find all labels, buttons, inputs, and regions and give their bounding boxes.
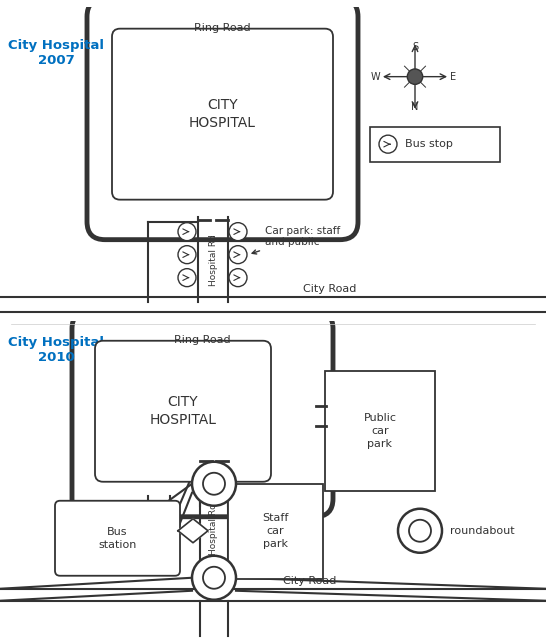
Text: S: S [412,42,418,51]
Text: Car park: staff
and public: Car park: staff and public [252,226,340,254]
FancyBboxPatch shape [55,501,180,576]
Circle shape [178,269,196,287]
Circle shape [178,246,196,263]
Text: W: W [370,72,380,81]
Text: N: N [411,102,419,112]
Bar [370,127,500,162]
Circle shape [379,135,397,153]
Text: City Road: City Road [283,576,337,586]
FancyBboxPatch shape [112,29,333,199]
Circle shape [229,246,247,263]
Text: CITY
HOSPITAL: CITY HOSPITAL [189,98,256,130]
Text: Hospital Rd: Hospital Rd [210,503,218,554]
Circle shape [409,520,431,542]
Text: Bus
station: Bus station [98,527,136,550]
Text: E: E [450,72,456,81]
Text: Public
car
park: Public car park [364,413,396,449]
Circle shape [229,222,247,240]
Circle shape [398,509,442,553]
Text: Ring Road: Ring Road [194,22,251,33]
Text: Staff
car
park: Staff car park [262,513,289,549]
Text: City Road: City Road [304,284,357,294]
Text: City Hospital
2010: City Hospital 2010 [8,336,104,363]
Text: CITY
HOSPITAL: CITY HOSPITAL [150,395,217,428]
Circle shape [203,473,225,495]
Circle shape [203,567,225,588]
FancyBboxPatch shape [72,311,333,517]
Circle shape [407,69,423,85]
Text: roundabout: roundabout [450,526,515,536]
Circle shape [192,462,236,506]
Bar [228,484,323,579]
Circle shape [192,556,236,600]
Text: Bus stop: Bus stop [405,139,453,149]
FancyBboxPatch shape [95,341,271,482]
Circle shape [229,269,247,287]
Bar [325,370,435,491]
Text: City Hospital
2007: City Hospital 2007 [8,38,104,67]
Circle shape [178,222,196,240]
Text: Hospital Rd: Hospital Rd [209,234,217,286]
Text: Ring Road: Ring Road [174,335,231,345]
FancyBboxPatch shape [87,0,358,240]
Polygon shape [178,519,208,543]
